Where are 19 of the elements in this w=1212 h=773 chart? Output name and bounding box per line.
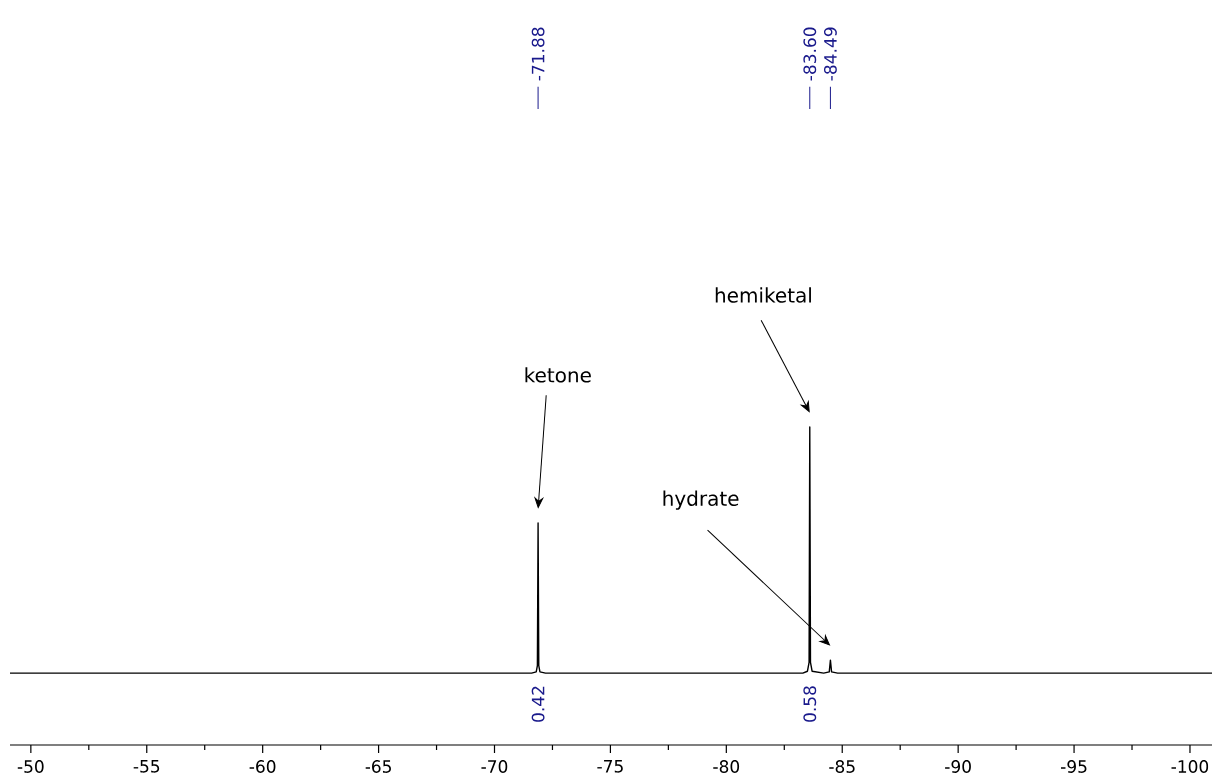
x-tick-label: -60 bbox=[249, 760, 276, 773]
annotation: -83.60 bbox=[803, 27, 817, 81]
x-tick-label: -70 bbox=[481, 760, 508, 773]
x-tick-label: -90 bbox=[945, 760, 971, 773]
annotation: ketone bbox=[525, 367, 591, 383]
x-tick-label: -95 bbox=[1060, 760, 1087, 773]
x-tick-label: -80 bbox=[713, 760, 740, 773]
x-tick-label: -55 bbox=[133, 760, 160, 773]
x-tick-label: -65 bbox=[365, 760, 391, 773]
x-tick-label: -100 bbox=[1171, 760, 1209, 773]
x-tick-label: -50 bbox=[17, 760, 44, 773]
text: hemiketal bbox=[715, 287, 811, 303]
annotation: 0.58 bbox=[803, 686, 817, 722]
annotation: 0.42 bbox=[531, 686, 545, 722]
annotation: hydrate bbox=[663, 490, 739, 510]
annotation: -71.88 bbox=[531, 27, 545, 81]
x-tick-label: -85 bbox=[829, 760, 855, 773]
annotation: -84.49 bbox=[823, 27, 837, 81]
x-tick-label: -75 bbox=[597, 760, 623, 773]
